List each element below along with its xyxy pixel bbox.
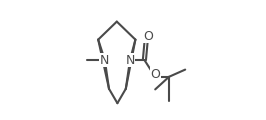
Text: N: N <box>100 54 110 66</box>
Text: O: O <box>150 68 160 81</box>
Text: N: N <box>125 54 135 66</box>
Text: O: O <box>143 30 153 42</box>
